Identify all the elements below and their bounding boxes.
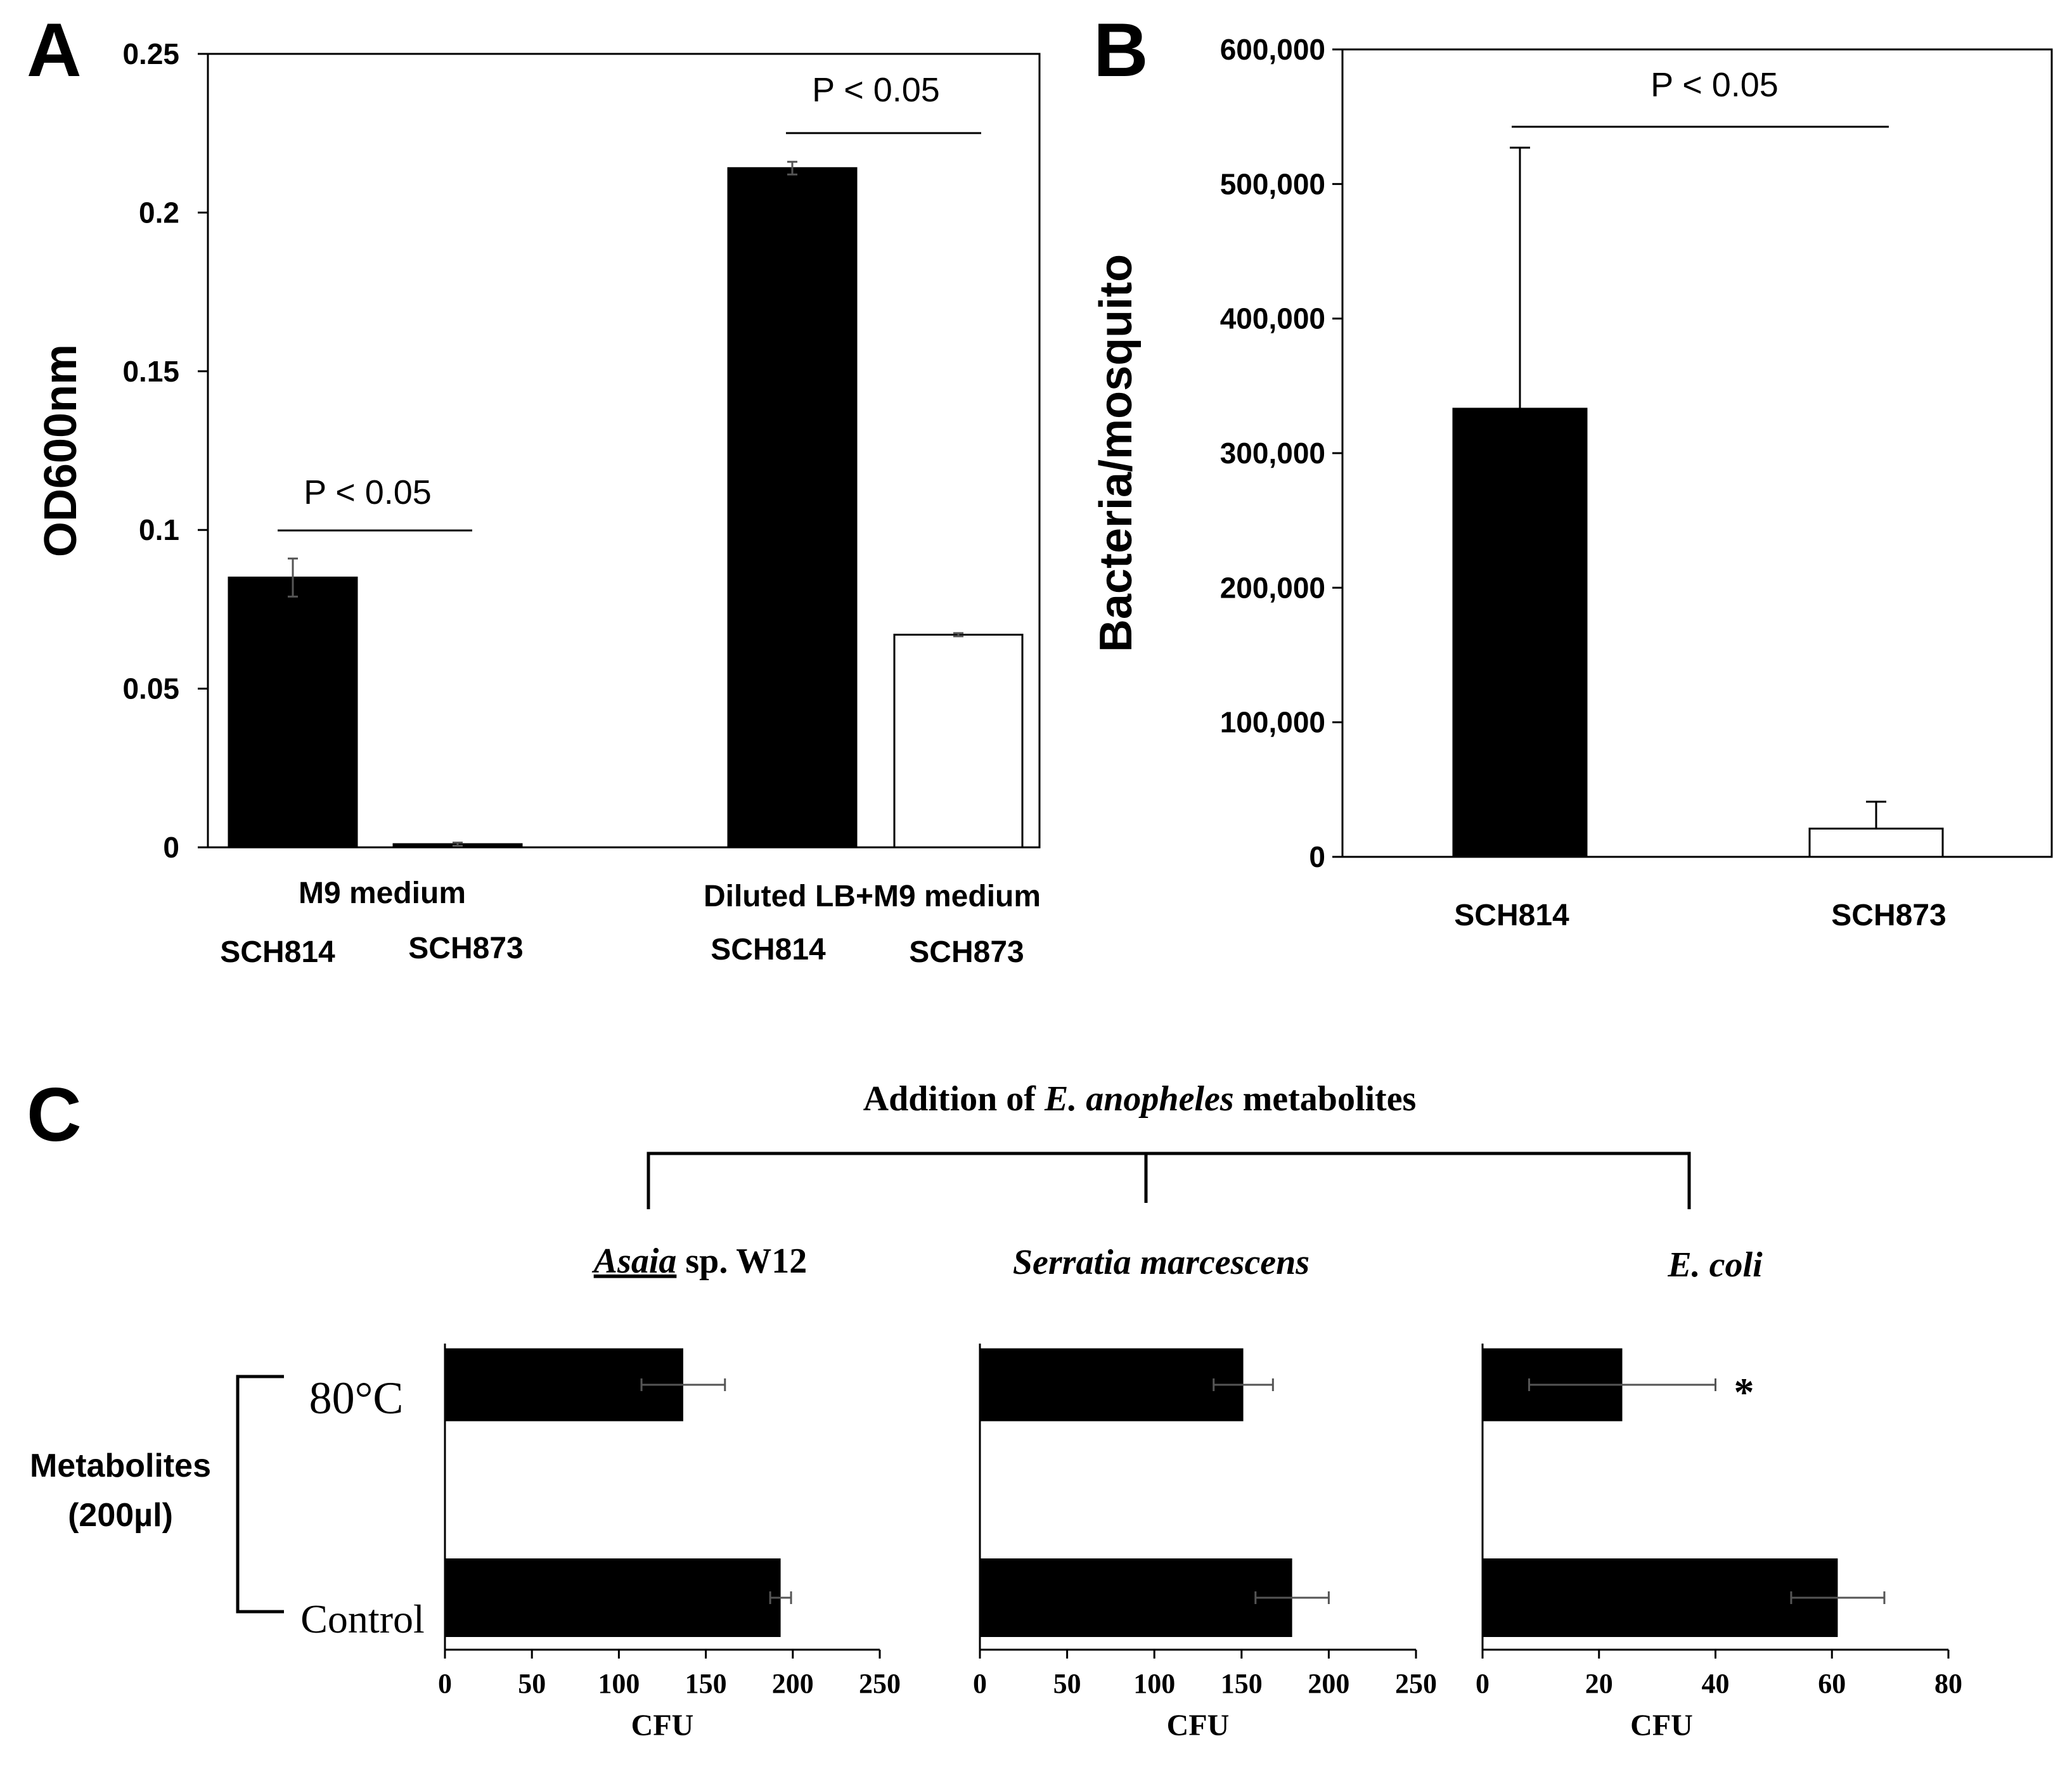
panel-a-y-tick-label: 0.2 xyxy=(139,196,179,229)
panel-a-bar xyxy=(228,576,358,849)
panel-b-y-tick-label: 0 xyxy=(1309,840,1325,873)
panel-c-x-tick-label: 50 xyxy=(518,1668,546,1699)
panel-a-sig-label-2: P < 0.05 xyxy=(812,71,940,109)
panel-c-row-bracket xyxy=(236,1375,284,1614)
panel-a-group-label-2: Diluted LB+M9 medium xyxy=(704,880,1041,913)
panel-c-title: Addition of E. anopheles metabolites xyxy=(863,1079,1417,1119)
panel-b-category-label: SCH873 xyxy=(1831,899,1946,932)
panel-label-a: A xyxy=(27,8,82,93)
panel-a-strain-label: SCH814 xyxy=(711,933,826,966)
panel-c-bar xyxy=(1483,1558,1838,1637)
panel-c-x-tick-label: 40 xyxy=(1702,1668,1730,1699)
panel-label-c: C xyxy=(27,1072,82,1157)
panel-b-y-tick-label: 400,000 xyxy=(1220,302,1325,335)
panel-c-bar xyxy=(445,1558,781,1637)
panel-c-title-suffix: metabolites xyxy=(1234,1079,1417,1119)
panel-b-y-tick-label: 600,000 xyxy=(1220,33,1325,66)
panel-c-title-prefix: Addition of xyxy=(863,1079,1045,1119)
panel-c-x-axis-label: CFU xyxy=(631,1709,694,1742)
panel-c-x-tick-label: 150 xyxy=(685,1668,727,1699)
panel-a-y-tick-label: 0.25 xyxy=(122,37,179,70)
panel-b-bar xyxy=(1808,827,1944,858)
panel-c-subplot: 0 50 100 150 200 250 CFU xyxy=(973,1344,1437,1742)
panel-a-bar xyxy=(727,167,858,849)
panel-c-bar xyxy=(980,1348,1244,1422)
panel-b-sig-label: P < 0.05 xyxy=(1651,66,1779,104)
panel-c-row-label-80c: 80°C xyxy=(309,1373,404,1423)
panel-c-significance-star: * xyxy=(1734,1370,1754,1415)
panel-a-y-tick-label: 0.1 xyxy=(139,513,179,546)
panel-c-x-tick-label: 80 xyxy=(1934,1668,1962,1699)
panel-b-bar xyxy=(1452,408,1588,858)
panel-c-top-bracket xyxy=(647,1152,1691,1209)
panel-c-x-tick-label: 100 xyxy=(598,1668,640,1699)
panel-label-b: B xyxy=(1093,8,1149,93)
panel-c-subplot: 0 50 100 150 200 250 CFU xyxy=(438,1344,901,1742)
panel-a-strain-label: SCH814 xyxy=(220,935,335,969)
panel-c-title-species: E. anopheles xyxy=(1044,1079,1234,1119)
panel-c-x-tick-label: 150 xyxy=(1221,1668,1263,1699)
panel-b-y-tick-label: 300,000 xyxy=(1220,437,1325,470)
panel-a-chart: 0 0.05 0.1 0.15 0.2 0.25 OD600nm P < 0.05 P <… xyxy=(35,37,1041,969)
panel-c-x-tick-label: 250 xyxy=(1395,1668,1437,1699)
panel-a-group-label-1: M9 medium xyxy=(299,876,466,910)
panel-a-strain-label: SCH873 xyxy=(408,932,523,965)
panel-a-sig-label-1: P < 0.05 xyxy=(304,473,432,511)
panel-c-chart: Addition of E. anopheles metabolites Met… xyxy=(30,1079,1962,1742)
panel-c-x-tick-label: 200 xyxy=(772,1668,814,1699)
panel-c-x-tick-label: 50 xyxy=(1053,1668,1081,1699)
panel-c-subplot-title-rest: sp. W12 xyxy=(676,1242,807,1281)
panel-c-x-tick-label: 20 xyxy=(1585,1668,1613,1699)
panel-b-y-tick-label: 100,000 xyxy=(1220,706,1325,739)
panel-b-chart: 0 100,000 200,000 300,000 400,000 500,000 600,… xyxy=(1091,33,2053,932)
panel-c-x-axis-label: CFU xyxy=(1167,1709,1230,1742)
panel-c-x-tick-label: 60 xyxy=(1818,1668,1846,1699)
panel-c-bar xyxy=(980,1558,1292,1637)
panel-b-y-axis-label: Bacteria/mosquito xyxy=(1091,254,1142,652)
panel-a-y-tick-label: 0.05 xyxy=(122,672,179,705)
panel-b-plot-frame xyxy=(1341,48,2053,858)
panel-c-x-tick-label: 200 xyxy=(1308,1668,1349,1699)
panel-c-x-tick-label: 100 xyxy=(1133,1668,1175,1699)
panel-c-subplot: 0 20 40 60 80 CFU * xyxy=(1476,1344,1962,1742)
panel-a-y-axis-label: OD600nm xyxy=(35,344,86,557)
panel-c-x-tick-label: 0 xyxy=(1476,1668,1490,1699)
panel-b-y-tick-label: 500,000 xyxy=(1220,167,1325,200)
panel-c-subplot-title-italic: Asaia xyxy=(592,1242,677,1281)
panel-c-row-group-label-unit: (200µl) xyxy=(68,1497,173,1534)
panel-c-row-label-control: Control xyxy=(300,1596,425,1641)
panel-a-bar xyxy=(893,633,1024,849)
panel-a-plot-frame xyxy=(207,53,1041,849)
panel-c-subplot-title-asaia: Asaia sp. W12 xyxy=(592,1242,808,1281)
panel-b-category-label: SCH814 xyxy=(1454,899,1569,932)
panel-c-x-tick-label: 250 xyxy=(859,1668,901,1699)
panel-a-strain-label: SCH873 xyxy=(909,935,1024,969)
panel-c-x-tick-label: 0 xyxy=(438,1668,452,1699)
panel-b-y-tick-label: 200,000 xyxy=(1220,571,1325,604)
panel-c-subplot-title-ecoli: E. coli xyxy=(1667,1245,1763,1285)
panel-c-row-group-label: Metabolites xyxy=(30,1448,211,1484)
panel-c-subplot-title-serratia: Serratia marcescens xyxy=(1013,1243,1309,1282)
panel-c-x-tick-label: 0 xyxy=(973,1668,987,1699)
panel-a-y-tick-label: 0.15 xyxy=(122,355,179,388)
panel-c-x-axis-label: CFU xyxy=(1630,1709,1693,1742)
panel-a-y-tick-label: 0 xyxy=(163,831,179,864)
